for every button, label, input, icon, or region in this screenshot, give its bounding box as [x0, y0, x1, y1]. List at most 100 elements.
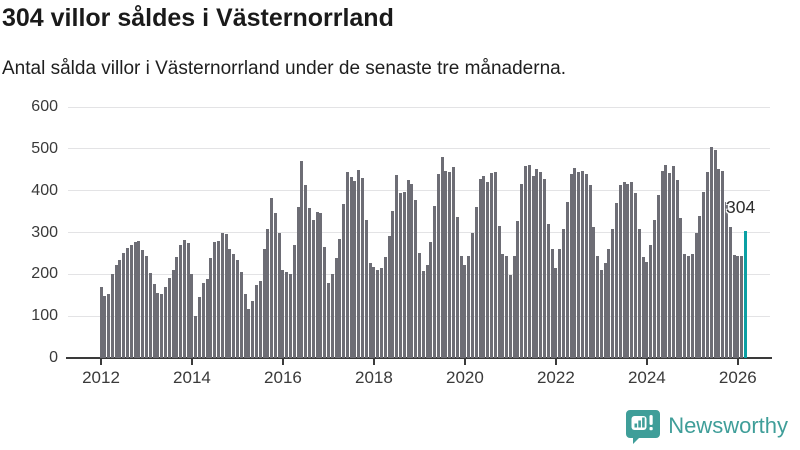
bar: [732, 254, 736, 358]
bar: [596, 255, 600, 358]
bar: [486, 181, 490, 358]
bar: [190, 274, 194, 358]
y-axis-label: 300: [31, 223, 58, 241]
bar: [706, 171, 709, 358]
bar: [383, 257, 387, 358]
bar: [524, 166, 528, 358]
bar: [300, 161, 304, 358]
bar: [182, 240, 186, 358]
bar: [307, 207, 311, 358]
x-axis-tick: [190, 359, 193, 365]
bar: [239, 271, 243, 358]
bar: [345, 172, 349, 358]
bar: [622, 181, 626, 358]
x-axis-label: 2016: [264, 368, 302, 387]
bar: [402, 191, 406, 358]
bar: [304, 185, 308, 358]
bar: [455, 217, 459, 358]
bar: [315, 211, 319, 358]
gridline: [68, 190, 770, 192]
bar: [364, 220, 368, 358]
bar: [436, 173, 440, 358]
bar: [717, 168, 721, 358]
bar: [554, 267, 558, 358]
bar: [167, 278, 171, 358]
bar: [645, 261, 649, 358]
bar: [232, 253, 236, 358]
bar: [133, 241, 137, 358]
bar: [573, 167, 577, 358]
bar: [323, 247, 327, 358]
bar: [144, 255, 148, 358]
bar: [467, 255, 471, 358]
bar: [357, 170, 361, 358]
bar: [459, 255, 463, 358]
bar: [220, 233, 224, 358]
bar: [656, 194, 660, 358]
x-axis-tick: [736, 359, 739, 365]
bar: [577, 171, 581, 358]
bar: [626, 183, 630, 358]
bar: [129, 245, 133, 358]
bar: [599, 270, 603, 358]
bar: [152, 283, 156, 358]
bar: [531, 176, 535, 358]
bar: [281, 270, 285, 358]
x-axis-label: 2018: [355, 368, 393, 387]
bar: [664, 164, 668, 358]
bar: [474, 207, 478, 358]
bar: [126, 248, 130, 358]
bar: [194, 316, 198, 358]
y-axis-label: 100: [31, 307, 58, 325]
y-axis-label: 0: [49, 349, 58, 366]
bar: [273, 212, 277, 358]
bar: [338, 238, 342, 358]
bar: [330, 274, 334, 358]
gridline: [68, 148, 770, 150]
y-axis-label: 500: [31, 139, 58, 157]
bar: [107, 294, 111, 358]
brand-lockup: Newsworthy: [625, 406, 788, 446]
bar: [213, 242, 217, 358]
bar: [588, 185, 592, 358]
bar: [580, 171, 584, 358]
x-axis-label: 2022: [536, 368, 575, 387]
bar: [198, 297, 202, 358]
bar: [110, 274, 114, 358]
bar: [243, 294, 247, 358]
bar: [372, 266, 376, 358]
bar: [558, 248, 562, 358]
bar: [296, 207, 300, 358]
chart-subtitle: Antal sålda villor i Västernorrland unde…: [2, 58, 566, 79]
bar: [235, 260, 239, 358]
bar: [452, 167, 456, 358]
bar: [679, 218, 683, 358]
bar: [137, 240, 141, 358]
x-axis-tick: [281, 359, 284, 365]
bar: [118, 259, 122, 358]
bar: [736, 255, 740, 358]
bar: [505, 255, 509, 358]
bar: [398, 193, 402, 358]
bar: [721, 170, 725, 358]
bar: [652, 219, 656, 358]
y-axis-label: 200: [31, 265, 58, 283]
bar: [527, 164, 531, 358]
bar: [251, 301, 255, 358]
x-axis-label: 2014: [173, 368, 211, 387]
bar: [698, 216, 702, 358]
bar: [175, 256, 179, 358]
y-axis-label: 400: [31, 181, 58, 199]
bar: [99, 286, 103, 358]
bar: [641, 257, 645, 358]
bar: [683, 254, 687, 358]
bar: [493, 171, 497, 358]
bar: [156, 292, 160, 358]
bar: [516, 221, 520, 358]
bar: [266, 229, 270, 358]
bar: [334, 257, 338, 358]
bar: [326, 282, 330, 358]
bar: [649, 245, 653, 358]
newsworthy-chart-bubble-icon: [625, 408, 661, 444]
bar: [254, 284, 258, 358]
